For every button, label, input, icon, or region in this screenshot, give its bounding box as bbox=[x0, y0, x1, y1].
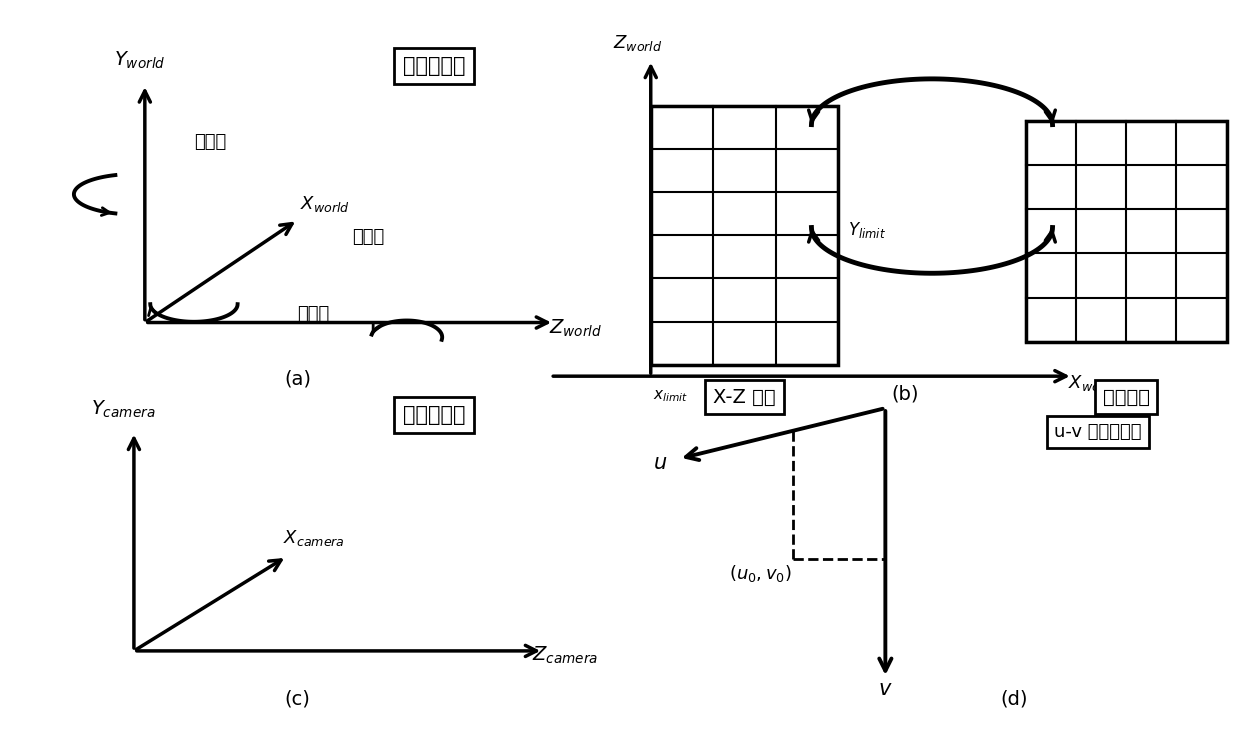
Bar bbox=[651, 106, 838, 365]
Text: $Z_{world}$: $Z_{world}$ bbox=[613, 34, 662, 54]
Text: (a): (a) bbox=[284, 370, 311, 388]
Text: (c): (c) bbox=[285, 690, 310, 709]
Text: $X_{camera}$: $X_{camera}$ bbox=[283, 528, 345, 548]
Text: $(u_0,v_0)$: $(u_0,v_0)$ bbox=[729, 563, 791, 584]
Text: 旋转角: 旋转角 bbox=[352, 228, 384, 246]
Text: u-v 图像坐标系: u-v 图像坐标系 bbox=[1054, 423, 1142, 441]
Text: $Z_{world}$: $Z_{world}$ bbox=[549, 317, 603, 339]
Text: $Y_{camera}$: $Y_{camera}$ bbox=[91, 399, 155, 420]
Text: (b): (b) bbox=[892, 384, 919, 403]
Text: $Z_{camera}$: $Z_{camera}$ bbox=[532, 645, 598, 666]
Text: 偏航角: 偏航角 bbox=[195, 133, 227, 150]
Text: $Y_{world}$: $Y_{world}$ bbox=[114, 50, 165, 71]
Text: X-Z 平面: X-Z 平面 bbox=[713, 388, 776, 407]
Text: 俯仰角: 俯仰角 bbox=[298, 305, 330, 323]
Text: $Y_{limit}$: $Y_{limit}$ bbox=[848, 220, 887, 240]
Text: $v$: $v$ bbox=[878, 679, 893, 699]
Text: 栅格地图: 栅格地图 bbox=[1102, 388, 1149, 407]
Text: $x_{limit}$: $x_{limit}$ bbox=[653, 388, 688, 404]
Text: $X_{world}$: $X_{world}$ bbox=[300, 194, 350, 214]
Text: $X_{world}$: $X_{world}$ bbox=[1068, 372, 1117, 393]
Text: 相机坐标系: 相机坐标系 bbox=[403, 405, 465, 425]
Bar bbox=[1025, 121, 1226, 342]
Text: (d): (d) bbox=[1001, 690, 1028, 709]
Text: $u$: $u$ bbox=[652, 453, 667, 473]
Text: 世界坐标系: 世界坐标系 bbox=[403, 56, 465, 76]
